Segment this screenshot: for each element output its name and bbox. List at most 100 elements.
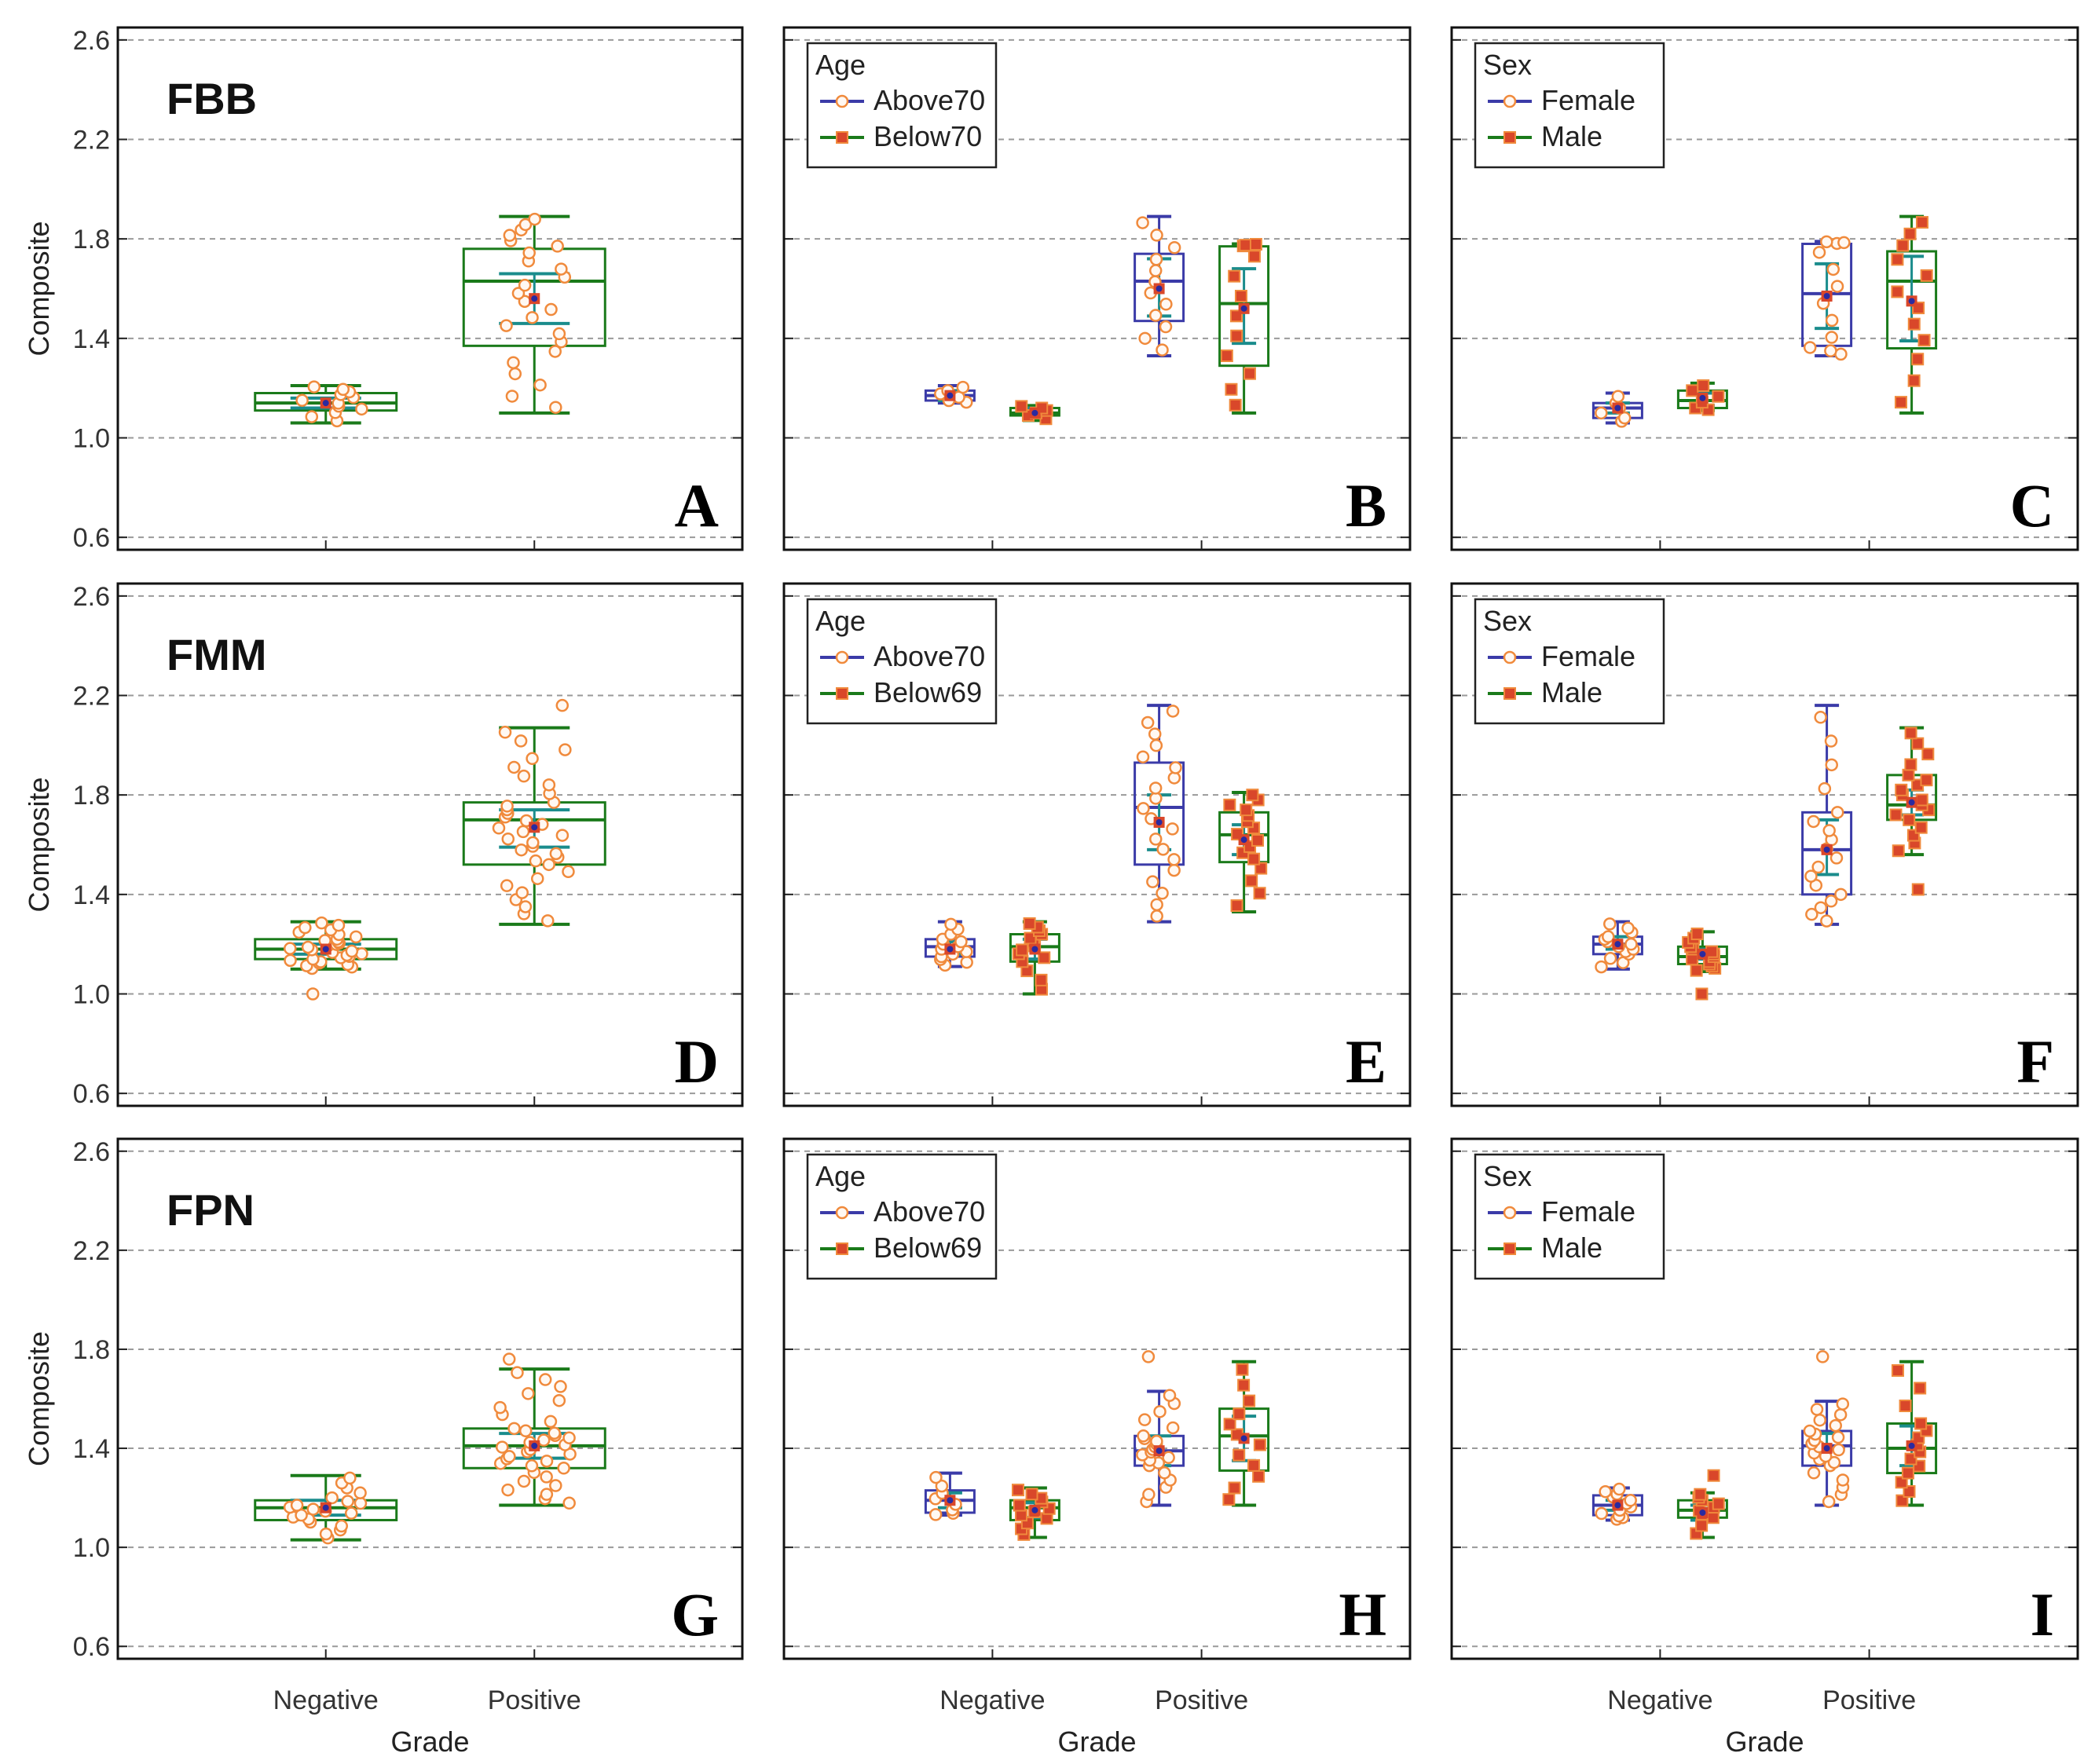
panel-letter: C: [2010, 471, 2054, 540]
panel-title: FMM: [167, 630, 267, 679]
data-point: [1156, 843, 1170, 856]
data-point: [1166, 1421, 1180, 1435]
data-point: [526, 311, 539, 324]
data-point: [1247, 1458, 1261, 1472]
data-point: [306, 1502, 320, 1516]
data-point: [544, 1414, 558, 1429]
box-positive-above70: [1134, 704, 1185, 924]
mean-dot: [947, 1497, 954, 1504]
data-point: [1240, 803, 1253, 817]
data-point: [518, 1424, 533, 1438]
data-point: [1624, 937, 1638, 951]
data-point: [349, 930, 363, 944]
data-point: [1810, 1403, 1824, 1416]
data-point: [528, 212, 541, 226]
data-point: [496, 1440, 509, 1454]
box-positive-below69: [1218, 1360, 1270, 1507]
data-point: [1025, 1488, 1038, 1501]
data-point: [522, 1387, 535, 1400]
legend-item: Male: [1541, 676, 1602, 708]
data-point: [1251, 833, 1264, 847]
data-point: [1895, 1476, 1908, 1489]
mean-dot: [1240, 305, 1247, 312]
data-point: [508, 367, 522, 381]
box-negative-female: [1591, 390, 1643, 428]
data-point: [549, 401, 562, 414]
data-point: [305, 410, 319, 423]
data-point: [1690, 964, 1703, 977]
mean-dot: [1240, 836, 1247, 844]
box-positive-female: [1801, 1350, 1853, 1509]
data-point: [1253, 1438, 1266, 1451]
data-point: [341, 1495, 354, 1508]
mean-dot: [947, 392, 954, 399]
data-point: [1822, 824, 1836, 837]
data-point: [522, 246, 536, 260]
legend-item: Above70: [874, 640, 985, 672]
y-tick-label: 2.6: [73, 582, 110, 612]
legend-marker-open: [1503, 650, 1517, 664]
y-tick-label: 0.6: [73, 1079, 110, 1109]
panel-I: Negative Positive Grade I Sex Female Male: [1450, 1137, 2079, 1758]
data-point: [325, 1491, 339, 1505]
x-axis-label: Grade: [1725, 1726, 1804, 1758]
mean-dot: [531, 295, 538, 302]
data-point: [1142, 1488, 1156, 1502]
data-point: [1015, 400, 1028, 413]
data-point: [1826, 262, 1840, 276]
data-point: [1247, 852, 1261, 866]
data-point: [1249, 238, 1262, 251]
y-tick-label: 2.2: [73, 126, 110, 156]
box-positive-below70: [1218, 238, 1270, 415]
data-point: [1621, 921, 1635, 935]
data-point: [498, 726, 512, 739]
box-negative-below69: [1009, 917, 1060, 996]
data-point: [518, 278, 532, 292]
mean-dot: [1614, 941, 1621, 948]
data-point: [1921, 748, 1935, 761]
data-point: [540, 1470, 553, 1484]
data-point: [555, 829, 570, 842]
data-point: [1595, 1506, 1609, 1521]
y-tick-label: 2.6: [73, 1137, 110, 1167]
y-tick-label: 1.4: [73, 324, 110, 354]
data-point: [1814, 901, 1828, 914]
x-tick-label: Negative: [939, 1685, 1045, 1715]
y-tick-label: 1.8: [73, 781, 110, 811]
data-point: [1230, 329, 1243, 342]
data-point: [1163, 1389, 1177, 1402]
data-point: [552, 1393, 566, 1407]
data-point: [542, 778, 556, 792]
data-point: [517, 769, 531, 783]
data-point: [1914, 1382, 1927, 1395]
mean-dot: [1156, 285, 1163, 292]
x-axis-label: Grade: [1057, 1726, 1136, 1758]
box-positive-male: [1886, 726, 1938, 896]
box-negative-male: [1676, 1469, 1728, 1540]
data-point: [335, 1519, 349, 1533]
data-point: [518, 900, 533, 913]
data-point: [1896, 239, 1910, 252]
panel-D: 0.6 1.0 1.4 1.8 2.2 2.6 Composite FMM D: [23, 582, 744, 1109]
data-point: [1023, 917, 1036, 930]
panel-F: F Sex Female Male: [1450, 582, 2079, 1107]
data-point: [307, 380, 321, 393]
data-point: [1836, 1473, 1850, 1487]
y-tick-label: 1.8: [73, 1335, 110, 1365]
legend-marker-filled: [836, 1242, 848, 1255]
data-point: [1917, 334, 1931, 347]
data-point: [529, 854, 543, 868]
data-point: [542, 858, 555, 872]
y-tick-label: 2.2: [73, 682, 110, 712]
y-tick-label: 1.0: [73, 1533, 110, 1563]
data-point: [1836, 1397, 1850, 1411]
x-tick-label: Positive: [1822, 1685, 1916, 1715]
data-point: [935, 1479, 949, 1493]
data-point: [960, 955, 973, 969]
data-point: [1816, 1350, 1829, 1363]
data-point: [1159, 298, 1173, 311]
mean-dot: [1031, 946, 1038, 953]
data-point: [1824, 895, 1838, 908]
